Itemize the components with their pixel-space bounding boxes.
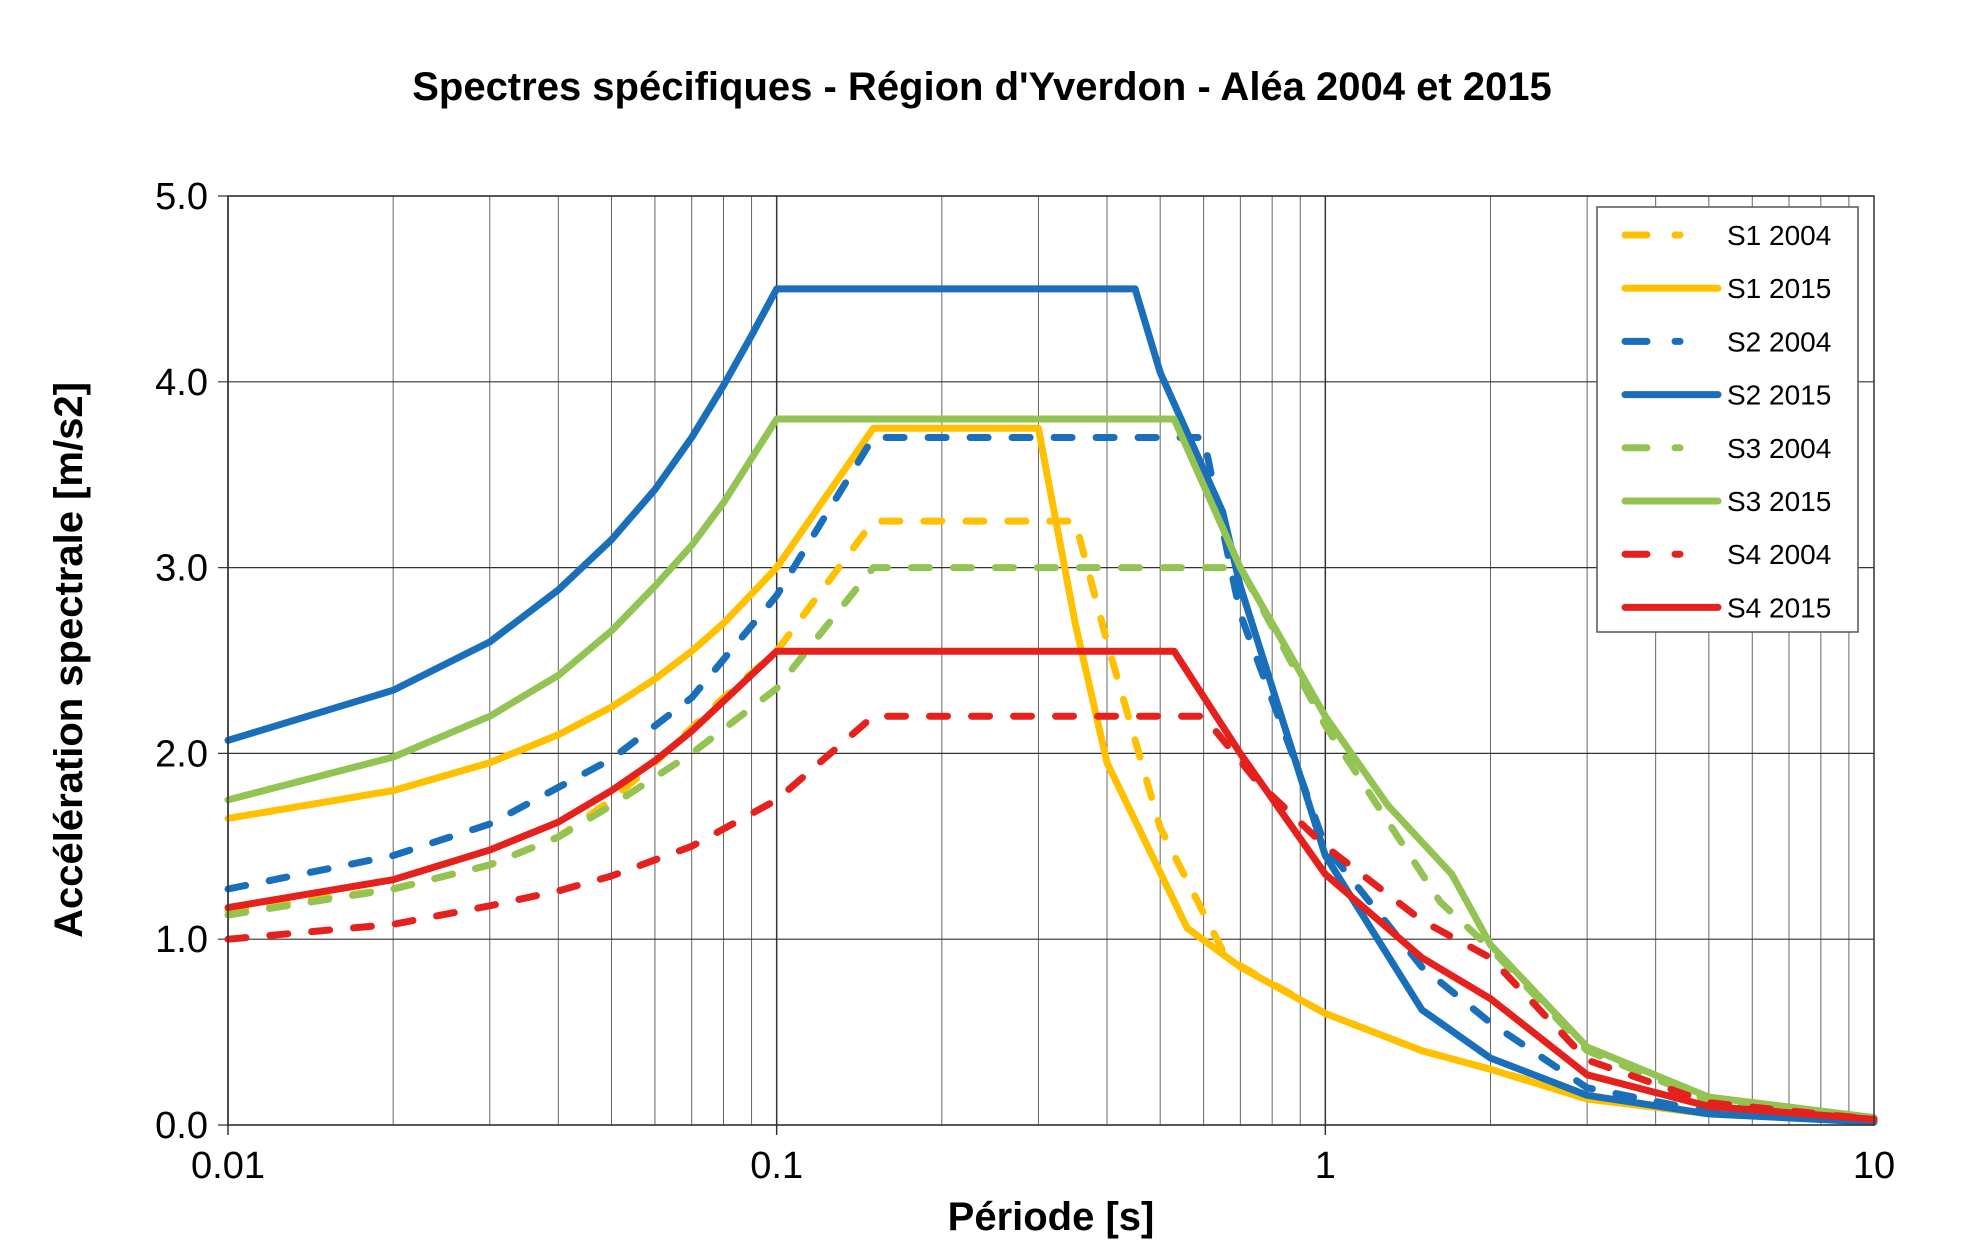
x-axis-label: Période [s] — [948, 1195, 1155, 1239]
series-line-s4-2015 — [224, 647, 1878, 1123]
series-line-s2-2004 — [224, 434, 1878, 1125]
y-tick-label: 1.0 — [155, 919, 208, 961]
series-lines — [224, 285, 1878, 1126]
y-tick-label: 4.0 — [155, 362, 208, 404]
chart-title: Spectres spécifiques - Région d'Yverdon … — [412, 65, 1552, 109]
legend-label: S2 2004 — [1727, 326, 1831, 357]
y-tick-label: 0.0 — [155, 1105, 208, 1147]
x-tick-label: 10 — [1853, 1145, 1895, 1187]
tick-labels: 0.0 1.0 2.0 3.0 4.0 5.0 0.01 0.1 1 10 — [155, 176, 1895, 1187]
y-tick-label: 2.0 — [155, 733, 208, 775]
series-line-s4-2004 — [224, 712, 1878, 1123]
x-tick-label: 1 — [1315, 1145, 1336, 1187]
x-tick-label: 0.01 — [191, 1145, 265, 1187]
series-line-s2-2015 — [224, 285, 1878, 1126]
x-tick-label: 0.1 — [750, 1145, 803, 1187]
legend: S1 2004 S1 2015 S2 2004 S2 2015 S3 2004 S3 20… — [1596, 206, 1859, 633]
legend-label: S2 2015 — [1727, 380, 1831, 411]
plot-frame — [227, 195, 1875, 1126]
legend-label: S1 2015 — [1727, 273, 1831, 304]
series-line-s1-2015 — [224, 424, 1878, 1125]
legend-label: S4 2015 — [1727, 592, 1831, 623]
legend-label: S4 2004 — [1727, 539, 1831, 570]
y-axis-label: Accélération spectrale [m/s2] — [47, 382, 91, 938]
y-tick-label: 3.0 — [155, 548, 208, 590]
legend-box — [1596, 206, 1859, 633]
y-tick-label: 5.0 — [155, 176, 208, 218]
series-line-s3-2015 — [224, 415, 1878, 1122]
legend-label: S3 2015 — [1727, 486, 1831, 517]
legend-label: S1 2004 — [1727, 220, 1831, 251]
legend-label: S3 2004 — [1727, 433, 1831, 464]
